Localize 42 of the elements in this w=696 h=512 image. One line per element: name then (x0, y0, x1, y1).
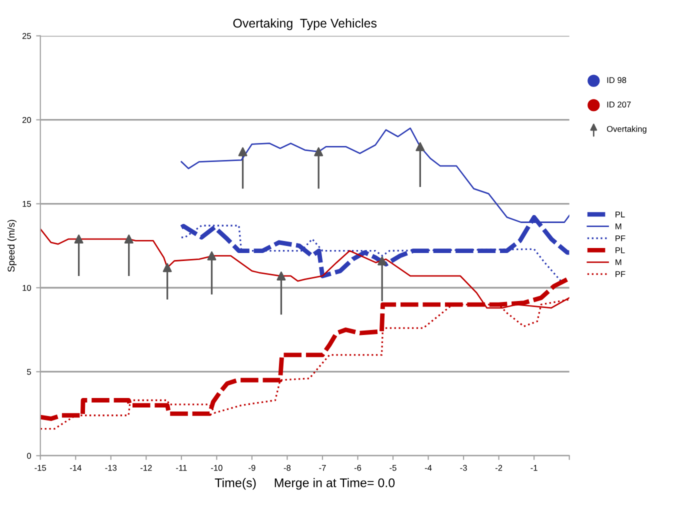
y-tick-label: 20 (22, 117, 32, 123)
y-tick-label: 0 (27, 452, 32, 459)
x-tick-label: -11 (176, 465, 187, 471)
x-tick-label: -6 (354, 464, 362, 471)
point (314, 147, 324, 156)
point (276, 271, 286, 280)
point (162, 263, 172, 272)
chart-title: Overtaking Type Vehicles (233, 18, 377, 30)
point (416, 142, 425, 152)
y-axis-title: Speed (m/s) (7, 220, 17, 272)
legend-label: M (616, 259, 622, 266)
point (207, 251, 216, 260)
point (74, 234, 84, 244)
x-tick-label: -9 (248, 464, 256, 471)
x-tick-label: -14 (70, 465, 82, 471)
legend-label: PF (616, 271, 626, 277)
x-tick-label: -15 (34, 465, 46, 471)
x-tick-label: -3 (460, 464, 467, 471)
x-tick-label: -8 (284, 464, 291, 471)
legend-label: M (616, 224, 622, 230)
x-tick-label: -2 (495, 464, 502, 471)
point (378, 256, 387, 266)
x-tick-label: -4 (424, 465, 432, 471)
x-tick-label: -12 (140, 464, 152, 471)
y-tick-label: 25 (22, 33, 31, 39)
y-tick-label: 10 (22, 284, 32, 291)
y-tick-label: 15 (22, 201, 31, 207)
legend-label: PF (616, 235, 626, 242)
x-tick-label: -10 (211, 464, 222, 471)
legend-label: Overtaking (606, 126, 646, 134)
x-tick-label: -5 (390, 465, 396, 471)
y-tick-label: 5 (27, 369, 31, 375)
point (238, 147, 248, 156)
x-axis-title: Time(s) Merge in at Time= 0.0 (214, 478, 395, 490)
legend-label: PL (616, 212, 625, 218)
legend-label: ID 207 (607, 102, 631, 108)
point (124, 234, 134, 244)
x-tick-label: -7 (319, 465, 326, 471)
legend-label: ID 98 (607, 77, 626, 84)
x-tick-label: -1 (530, 465, 538, 471)
legend-label: PL (616, 247, 625, 254)
x-tick-label: -13 (105, 464, 117, 471)
